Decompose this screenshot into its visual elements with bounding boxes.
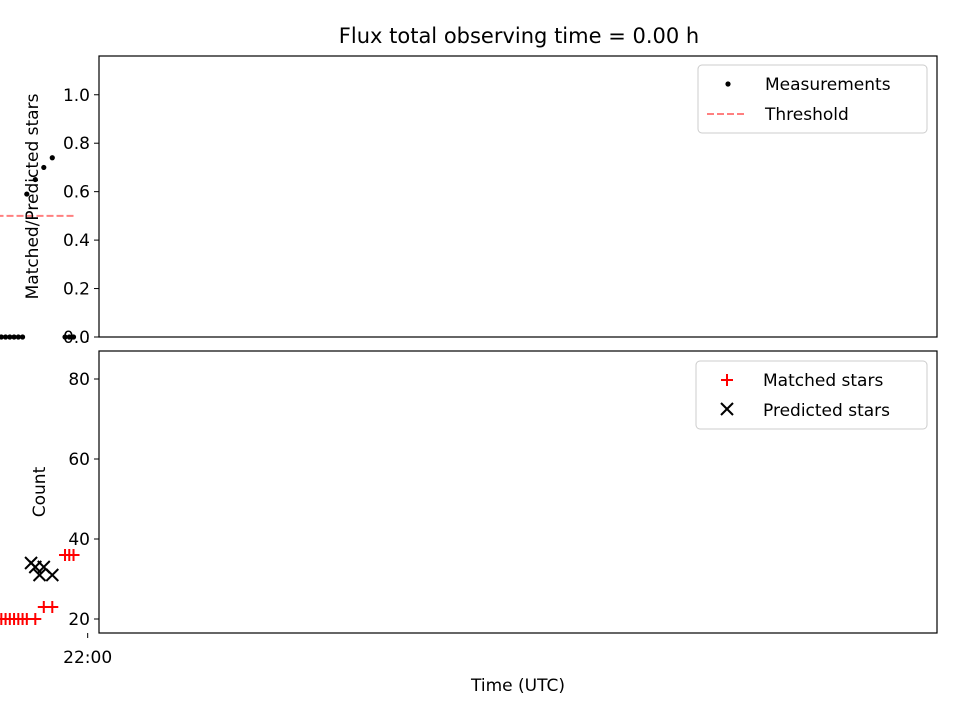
top-y-tick-label: 0.2 [63,280,90,300]
threshold-legend-label: Threshold [764,105,849,125]
measurement-point [66,334,72,340]
measurements-legend-marker [725,81,731,87]
measurement-point [15,334,21,340]
measurement-point [62,334,68,340]
measurement-point [41,164,47,171]
bottom-y-tick-label: 80 [68,370,90,390]
measurement-point [24,191,30,197]
bottom-panel: 2040608022:0000:0002:0004:0006:0008:0010… [0,350,938,696]
measurements-legend-label: Measurements [765,75,891,95]
top-axes-frame [98,55,938,338]
measurement-point [70,334,77,340]
bottom-axes: 2040608022:0000:0002:0004:0006:0008:0010… [63,370,112,668]
matched-star-point [37,601,50,613]
top-marks [0,155,77,340]
top-legend-box [697,64,928,134]
bottom-y-axis-label: Count [30,466,50,517]
measurement-point [0,334,4,340]
matched-legend-marker [721,374,733,386]
measurement-point [2,334,9,340]
matched-star-point [59,549,72,561]
top-y-tick-label: 0.0 [63,328,90,348]
top-panel: 0.0 0.2 0.4 0.6 0.8 1.0 Matched/Predicted sta… [0,55,938,348]
bottom-y-tick-label: 60 [68,450,90,470]
chart-title: Flux total observing time = 0.00 h [339,24,699,48]
top-y-tick-label: 0.4 [63,231,90,251]
predicted-legend-marker [720,402,734,416]
top-y-tick-label: 0.8 [63,134,90,154]
x-axis-label: Time (UTC) [470,676,565,696]
bottom-legend-box [695,360,928,430]
predicted-star-point [32,568,47,582]
predicted-legend-label: Predicted stars [763,401,890,421]
bottom-y-tick-label: 40 [68,530,90,550]
matched-legend-label: Matched stars [763,371,883,391]
x-tick-label: 22:00 [63,648,112,668]
top-legend: Measurements Threshold [697,64,928,134]
measurement-point [19,334,26,340]
top-y-tick-label: 0.6 [63,183,90,203]
measurement-point [49,155,55,161]
top-y-axis-label: Matched/Predicted stars [23,93,43,299]
top-y-tick-label: 1.0 [63,86,90,106]
measurement-point [32,176,38,183]
bottom-y-tick-label: 20 [68,610,90,630]
bottom-axes-frame [98,350,938,634]
measurement-point [7,334,13,340]
predicted-star-point [24,556,38,570]
measurement-point [11,334,17,340]
bottom-marks [0,361,80,625]
top-axes: 0.0 0.2 0.4 0.6 0.8 1.0 [63,86,99,348]
matched-star-point [0,618,4,620]
bottom-legend: Matched stars Predicted stars [695,360,928,430]
